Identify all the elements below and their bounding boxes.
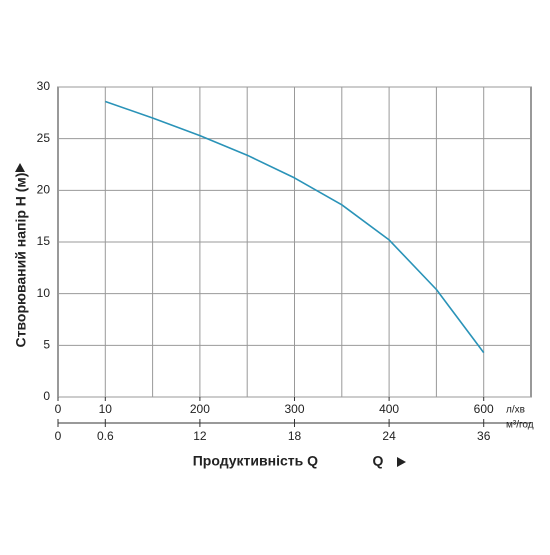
x-axis-title: Продуктивність Q (193, 453, 318, 469)
x2-tick-label: 0 (55, 429, 62, 443)
y-axis-arrow (15, 163, 25, 172)
pump-curve (105, 100, 485, 354)
x-tick-label: 300 (284, 402, 304, 416)
x-tick-label: 200 (190, 402, 210, 416)
x-axis-q: Q (373, 453, 384, 469)
x-tick-label: 0 (55, 402, 62, 416)
y-tick-label: 15 (37, 234, 51, 248)
x-tick-label: 400 (379, 402, 399, 416)
x2-tick-label: 18 (288, 429, 302, 443)
y-tick-label: 10 (37, 286, 51, 300)
x2-tick-label: 36 (477, 429, 491, 443)
x2-unit: м³/год (506, 420, 534, 431)
y-tick-label: 20 (37, 183, 51, 197)
x2-tick-label: 0.6 (97, 429, 114, 443)
x2-tick-label: 24 (382, 429, 396, 443)
x-tick-label: 10 (99, 402, 113, 416)
y-tick-label: 0 (43, 389, 50, 403)
y-axis-title: Створюваний напір H (м) (13, 173, 29, 348)
y-tick-label: 25 (37, 131, 51, 145)
x-unit: л/хв (506, 405, 525, 416)
y-tick-label: 30 (37, 79, 51, 93)
y-tick-label: 5 (43, 338, 50, 352)
x-tick-label: 600 (474, 402, 494, 416)
x2-tick-label: 12 (193, 429, 207, 443)
x-axis-arrow (397, 457, 406, 467)
